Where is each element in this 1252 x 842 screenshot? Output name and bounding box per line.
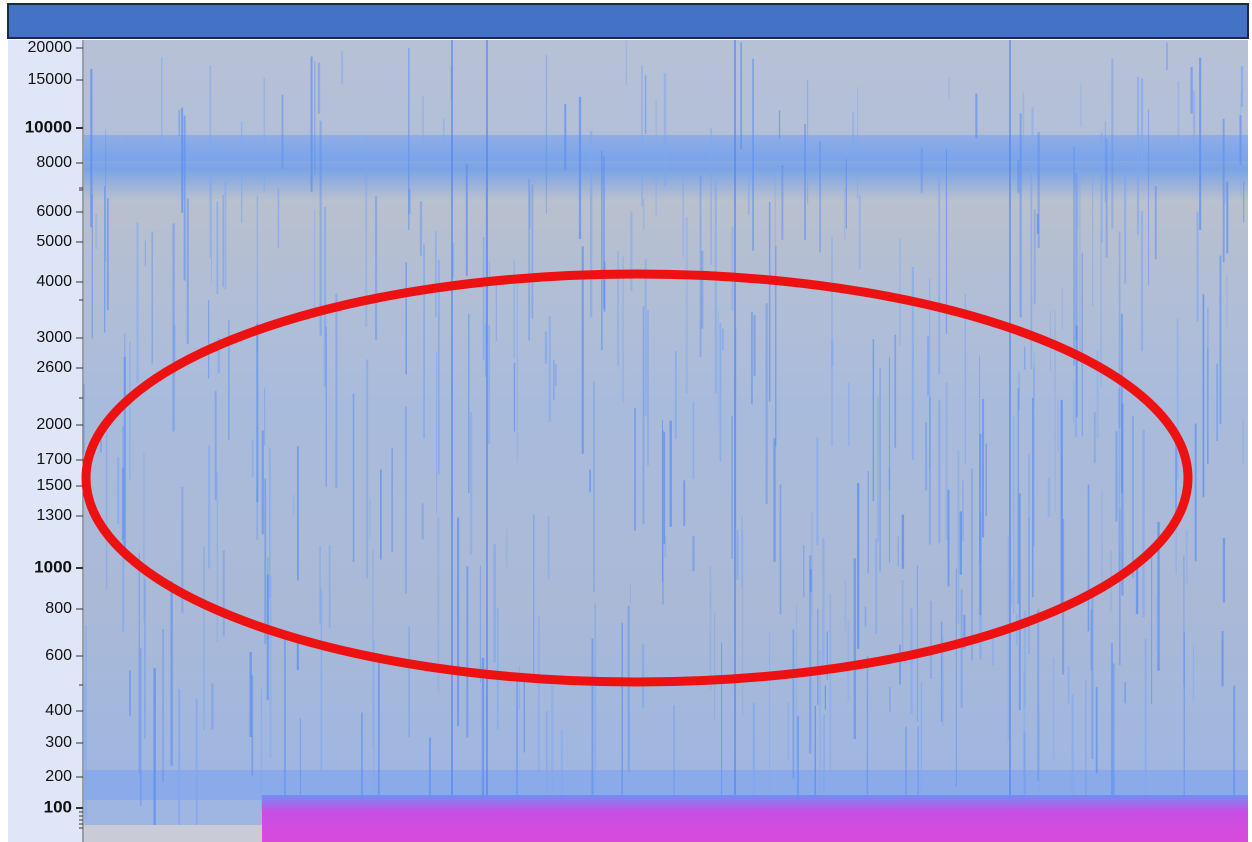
tick-label: 1300 — [36, 507, 72, 524]
tick-label: 300 — [45, 734, 72, 751]
tick-label: 1700 — [36, 451, 72, 468]
tick-label: 2000 — [36, 416, 72, 433]
low-frequency-band — [262, 795, 1248, 842]
tick-label: 2600 — [36, 359, 72, 376]
tick-label: 200 — [45, 768, 72, 785]
tick-label: 6000 — [36, 203, 72, 220]
title-bar — [8, 4, 1248, 38]
tick-label: 1500 — [36, 477, 72, 494]
spectrogram-window: 20000 15000 10000 8000 6000 5000 4000 3000 2600 2… — [0, 0, 1252, 842]
tick-label: 100 — [44, 797, 72, 816]
tick-label: 10000 — [25, 117, 72, 136]
tick-label: 400 — [45, 702, 72, 719]
tick-label: 20000 — [28, 39, 73, 56]
tick-label: 1000 — [34, 557, 72, 576]
low-frequency-band — [84, 825, 262, 842]
tick-label: 600 — [45, 647, 72, 664]
tick-label: 3000 — [36, 329, 72, 346]
tick-label: 15000 — [28, 71, 73, 88]
spectrogram-view: 20000 15000 10000 8000 6000 5000 4000 3000 2600 2… — [0, 0, 1252, 842]
tick-label: 8000 — [36, 154, 72, 171]
tick-label: 5000 — [36, 233, 72, 250]
tick-label: 800 — [45, 600, 72, 617]
tick-label: 4000 — [36, 273, 72, 290]
